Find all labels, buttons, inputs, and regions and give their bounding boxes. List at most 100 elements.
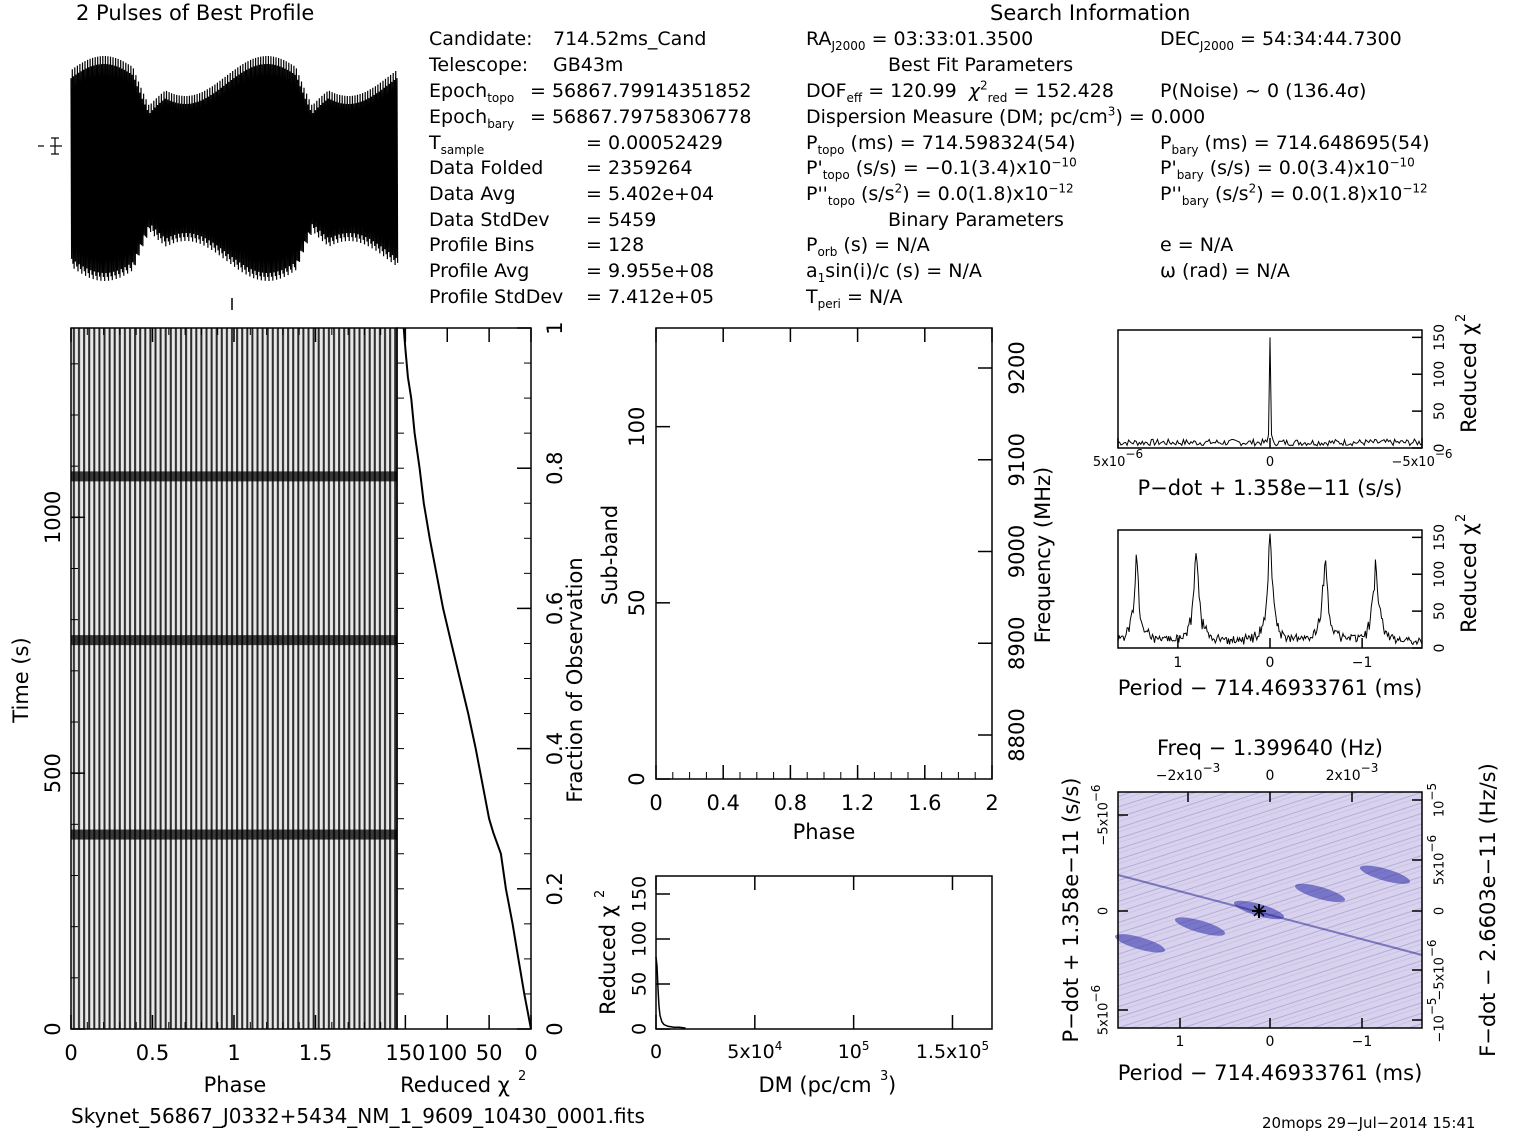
epoch-topo-label: Epochtopo [429,80,515,105]
tick-label: 100 [427,1041,467,1065]
tick-label: 50 [1432,402,1448,420]
ra-row: RAJ2000 = 03:33:01.3500 [806,28,1034,53]
period-plot: 1 0 −1 0 50 100 150 [1117,524,1448,671]
tick-label: 10−5 [1425,783,1448,817]
tick-label: 5x10−6 [1425,835,1448,885]
data-stddev-label: Data StdDev [429,209,550,231]
tick-label-base: 5x10−6 [1093,447,1143,470]
omega-row: ω (rad) = N/A [1160,260,1290,282]
tick-label: 0 [1097,907,1112,915]
tick-label: 500 [41,753,65,793]
pddbary-row: P''bary (s/s2) = 0.0(1.8)x10−12 [1160,181,1428,208]
telescope-value: GB43m [553,54,624,76]
tick-label: 1.5 [299,1041,332,1065]
tick-label-base: 105 [838,1039,870,1063]
tick-label: 105 [838,1039,870,1063]
tick-label: 150 [385,1041,425,1065]
svg-text:2: 2 [1454,314,1469,322]
tick-label: 0 [1266,455,1274,470]
data-avg-label: Data Avg [429,183,516,205]
data-folded-value: = 2359264 [586,157,693,179]
tick-label: −1 [1352,655,1373,671]
tick-label: −5x10−6 [1089,784,1112,845]
pnoise-row: P(Noise) ~ 0 (136.4σ) [1160,80,1367,102]
telescope-label: Telescope: [429,54,529,76]
period-curve [1117,533,1423,646]
tick-label: 0 [1432,444,1448,453]
tick-label: 0 [524,1041,537,1065]
epoch-topo-value: = 56867.79914351852 [530,80,752,102]
tick-label: 0 [625,772,649,785]
data-avg-value: = 5.402e+04 [586,183,715,205]
subband-ylabel: Sub-band [598,505,622,605]
subband-phase-plot: 0 0.4 0.8 1.2 1.6 2 0 50 100 8800 8900 9000 9100 9200 [625,327,1029,815]
svg-text:Reduced χ: Reduced χ [1457,323,1481,433]
dm-xlabel: DM (pc/cm 3 ) [758,1069,896,1097]
tick-label: 0.8 [774,791,807,815]
tick-label: 100 [625,407,649,447]
time-phase-xlabel: Phase [204,1073,267,1097]
svg-text:2: 2 [1454,514,1469,522]
tick-label: −5x10−6 [1425,939,1448,1000]
tick-label: 0 [629,1023,651,1035]
best-fit-marker [1252,904,1266,918]
svg-text:Reduced χ: Reduced χ [400,1073,510,1097]
tick-label: 1.2 [841,791,874,815]
candidate-label: Candidate: [429,28,533,50]
tick-label: 0.4 [543,732,567,765]
tick-label: 0.6 [543,592,567,625]
tick-label: 0.5 [136,1041,169,1065]
tick-label: −10−5 [1425,997,1448,1042]
profile-avg-value: = 9.955e+08 [586,260,715,282]
tick-label-base: −2x10−3 [1156,761,1220,784]
a1-row: a1sin(i)/c (s) = N/A [806,260,982,285]
subband-xlabel: Phase [793,820,856,844]
profile-bins-label: Profile Bins [429,234,535,256]
candidate-value: 714.52ms_Cand [553,28,707,50]
tick-label: 150 [1432,324,1448,351]
profile-plot [70,55,399,282]
ppdot-xlabel: Period − 714.46933761 (ms) [1118,1061,1423,1085]
tick-label: 8900 [1005,617,1029,670]
ppdot-toplabel: Freq − 1.399640 (Hz) [1157,736,1383,760]
tick-label-base: 0 [1266,768,1275,784]
tick-label: 1.5x105 [916,1039,989,1063]
svg-text:Reduced χ: Reduced χ [1457,523,1481,633]
tick-label-base: 5x104 [727,1039,782,1063]
search-title: Search Information [990,1,1191,25]
tsample-value: = 0.00052429 [586,132,723,154]
svg-text:2: 2 [518,1069,526,1084]
tick-label-base: 5x10−6 [1089,985,1112,1035]
dm-ylabel: Reduced χ 2 [593,890,620,1015]
tick-label: 5x10−6 [1093,447,1143,470]
pdot-xlabel: P−dot + 1.358e−11 (s/s) [1138,476,1403,500]
tick-label: 1.6 [908,791,941,815]
fraction-ylabel: Fraction of Observation [563,557,587,802]
tick-label: 0 [649,791,662,815]
tick-label-base: −5x10−6 [1089,784,1112,845]
tick-label-base: 2x10−3 [1326,761,1379,784]
dark-row [71,829,397,840]
tick-label-base: −5x10−6 [1425,939,1448,1000]
tick-label: 8800 [1005,708,1029,761]
streak [1359,865,1411,884]
tick-label-base: 0 [650,1041,662,1063]
streak [1114,934,1166,953]
tick-label: 0 [1266,655,1275,671]
tick-label: 0.2 [543,872,567,905]
tick-label-base: 0 [1433,907,1448,915]
dm-curve [655,956,686,1029]
tick-label: 9100 [1005,433,1029,486]
dof-row: DOFeff = 120.99 χ2red = 152.428 [806,78,1114,105]
tick-label-base: 10−5 [1425,783,1448,817]
subband-image [656,366,992,748]
porb-row: Porb (s) = N/A [806,234,930,259]
epoch-bary-value: = 56867.79758306778 [530,106,752,128]
tick-label: 0 [650,1041,662,1063]
streak [1294,883,1346,903]
tick-label: 0 [1266,1034,1275,1050]
tsample-label: Tsample [429,132,485,157]
svg-text:): ) [888,1073,896,1097]
